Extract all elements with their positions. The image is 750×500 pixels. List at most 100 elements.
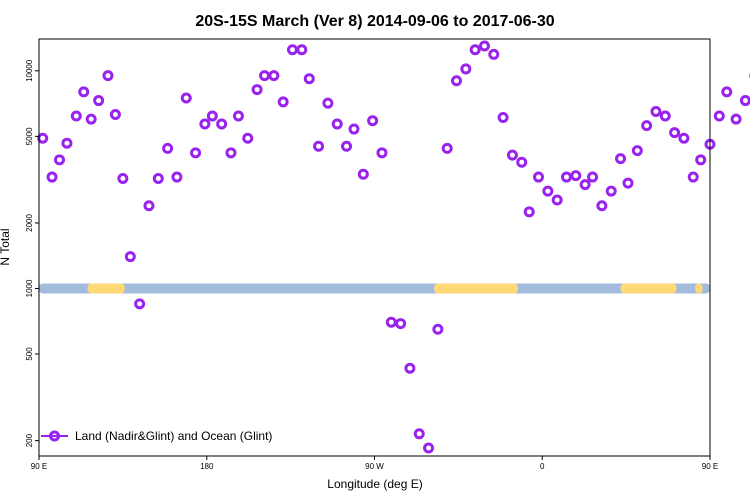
x-tick-label: 180 [200, 462, 214, 471]
data-point [478, 40, 490, 52]
data-point [605, 185, 617, 197]
data-point [367, 115, 379, 127]
data-point [93, 95, 105, 107]
data-point [225, 147, 237, 159]
data-point [615, 153, 627, 165]
x-tick-label: 90 W [365, 462, 384, 471]
data-point [331, 118, 343, 130]
data-point [376, 147, 388, 159]
data-point [669, 127, 681, 139]
chart-title: 20S-15S March (Ver 8) 2014-09-06 to 2017… [195, 13, 554, 30]
data-point [713, 110, 725, 122]
data-point [730, 113, 742, 125]
data-point [152, 173, 164, 185]
x-tick-label: 90 E [702, 462, 718, 471]
y-axis-label: N Total [0, 228, 12, 265]
data-point [109, 108, 121, 120]
data-point [296, 44, 308, 56]
data-point [596, 200, 608, 212]
data-point [134, 298, 146, 310]
data-point [542, 185, 554, 197]
data-point [313, 140, 325, 152]
y-axis-ticks: 200 500 1000 2000 5000 10000 [25, 59, 39, 447]
data-point [587, 171, 599, 183]
surface-band [39, 283, 710, 294]
x-axis-ticks: 90 E 180 90 W 0 90 E [31, 456, 718, 471]
data-point [199, 118, 211, 130]
data-point [206, 110, 218, 122]
data-point [516, 156, 528, 168]
data-point [488, 48, 500, 60]
data-point [506, 149, 518, 161]
data-point [497, 112, 509, 124]
land-band-segment [620, 283, 677, 294]
data-point [395, 318, 407, 330]
y-tick-label: 5000 [25, 127, 34, 145]
data-point [162, 142, 174, 154]
data-point [469, 44, 481, 56]
data-point [423, 442, 435, 454]
legend-marker [49, 430, 60, 442]
plot-frame [38, 38, 711, 457]
land-band-segment [87, 283, 125, 294]
data-point [216, 118, 228, 130]
x-tick-label: 0 [540, 462, 545, 471]
x-axis-label: Longitude (deg E) [327, 477, 422, 491]
data-point [721, 86, 733, 98]
data-point [171, 171, 183, 183]
ocean-band [39, 283, 710, 294]
data-point [190, 147, 202, 159]
data-point [46, 171, 58, 183]
data-point [277, 96, 289, 108]
data-point [641, 120, 653, 132]
data-point [322, 97, 334, 109]
data-point [441, 142, 453, 154]
data-point [385, 316, 397, 328]
data-point [117, 173, 129, 185]
data-point [523, 206, 535, 218]
data-point [650, 106, 662, 118]
data-point [251, 84, 263, 96]
data-point [54, 154, 66, 166]
data-point [78, 86, 90, 98]
data-point [560, 171, 572, 183]
data-point [579, 179, 591, 191]
data-point [570, 170, 582, 182]
data-point [348, 123, 360, 135]
y-tick-label: 200 [25, 433, 34, 447]
data-point [180, 92, 192, 104]
legend: Land (Nadir&Glint) and Ocean (Glint) [41, 429, 272, 443]
data-point [460, 63, 472, 75]
y-tick-label: 10000 [25, 59, 34, 82]
legend-entry: Land (Nadir&Glint) and Ocean (Glint) [75, 429, 272, 443]
land-band-segment [434, 283, 519, 294]
data-point [37, 132, 49, 144]
data-point [357, 168, 369, 180]
data-point [259, 70, 271, 82]
data-point [124, 251, 136, 263]
data-point [232, 110, 244, 122]
data-point [631, 145, 643, 157]
data-point [413, 428, 425, 440]
data-point [242, 132, 254, 144]
data-point [404, 362, 416, 374]
data-point [551, 194, 563, 206]
y-tick-label: 2000 [25, 214, 34, 232]
data-point [341, 140, 353, 152]
y-tick-label: 1000 [25, 279, 34, 297]
data-point [102, 70, 114, 82]
data-point [739, 95, 750, 107]
data-point [143, 200, 155, 212]
data-point [695, 154, 707, 166]
data-point [659, 110, 671, 122]
data-point [622, 177, 634, 189]
data-point [61, 137, 73, 149]
data-point [533, 171, 545, 183]
data-point [451, 75, 463, 87]
data-point [286, 44, 298, 56]
data-point [85, 113, 97, 125]
data-points [37, 40, 750, 454]
y-tick-label: 500 [25, 347, 34, 361]
data-point [303, 73, 315, 85]
